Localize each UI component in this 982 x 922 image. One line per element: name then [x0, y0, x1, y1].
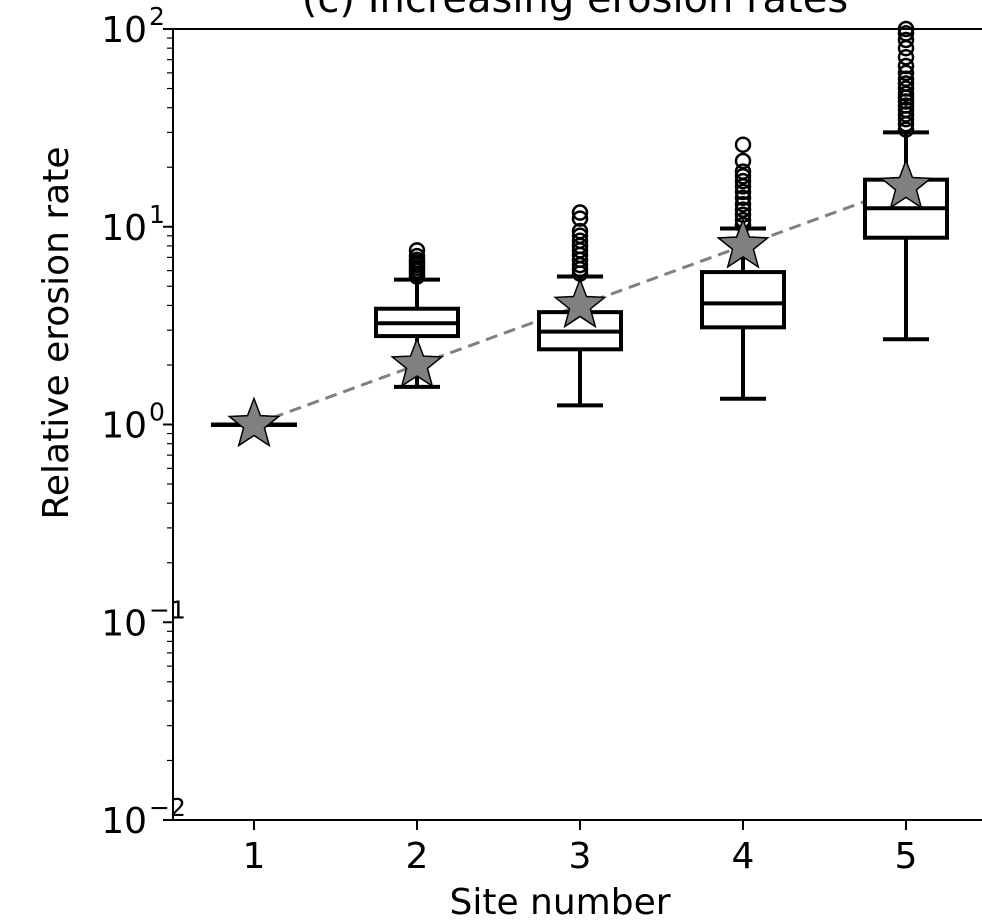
star-marker — [390, 336, 444, 388]
chart-title: (c) Increasing erosion rates — [302, 0, 848, 22]
star-marker-layer — [227, 158, 933, 448]
y-tick-label: 10 — [101, 603, 147, 644]
outlier-point — [734, 152, 752, 170]
outlier-point — [734, 172, 752, 190]
star-marker — [879, 158, 933, 210]
outlier-point — [734, 201, 752, 218]
outlier-point — [897, 80, 915, 97]
box-site-4 — [700, 136, 786, 401]
x-tick-label: 2 — [406, 836, 429, 877]
outlier-point — [571, 222, 589, 240]
y-tick-exponent: 0 — [149, 398, 165, 427]
x-axis-label: Site number — [449, 882, 670, 922]
outlier-point — [897, 75, 915, 92]
star-marker — [716, 217, 770, 269]
outlier-point — [734, 195, 752, 213]
box-iqr — [700, 270, 786, 330]
x-tick-label: 1 — [243, 836, 266, 877]
outlier-point — [571, 210, 589, 227]
outlier-point — [897, 48, 915, 66]
star-marker — [227, 396, 281, 448]
outlier-point — [897, 64, 915, 82]
x-tick-label: 3 — [569, 836, 592, 877]
y-axis-label: Relative erosion rate — [36, 147, 77, 520]
y-tick-exponent: 1 — [149, 200, 165, 229]
y-tick-label: 10 — [101, 406, 147, 447]
y-tick-label: 10 — [101, 208, 147, 249]
outlier-point — [734, 183, 752, 201]
tick-labels: 10 −210 −110 010 110 21 2 3 4 5 — [101, 2, 917, 877]
y-tick-exponent: 2 — [149, 2, 165, 31]
outlier-point — [571, 232, 589, 249]
y-tick-label: 10 — [101, 801, 147, 842]
star-marker — [553, 277, 607, 329]
outlier-point — [734, 168, 752, 185]
x-tick-label: 5 — [895, 836, 918, 877]
outlier-point — [571, 227, 589, 245]
outlier-point — [897, 25, 915, 42]
y-tick-label: 10 — [101, 10, 147, 51]
outlier-point — [897, 31, 915, 49]
outlier-point — [734, 136, 752, 153]
x-tick-label: 4 — [732, 836, 755, 877]
outlier-point — [734, 163, 752, 180]
y-tick-exponent: −1 — [149, 595, 186, 624]
outlier-point — [408, 242, 426, 259]
outlier-point — [408, 247, 426, 265]
outlier-point — [734, 189, 752, 207]
box-layer — [211, 20, 949, 427]
outlier-point — [897, 57, 915, 75]
outlier-point — [571, 204, 589, 221]
y-tick-exponent: −2 — [149, 793, 186, 822]
